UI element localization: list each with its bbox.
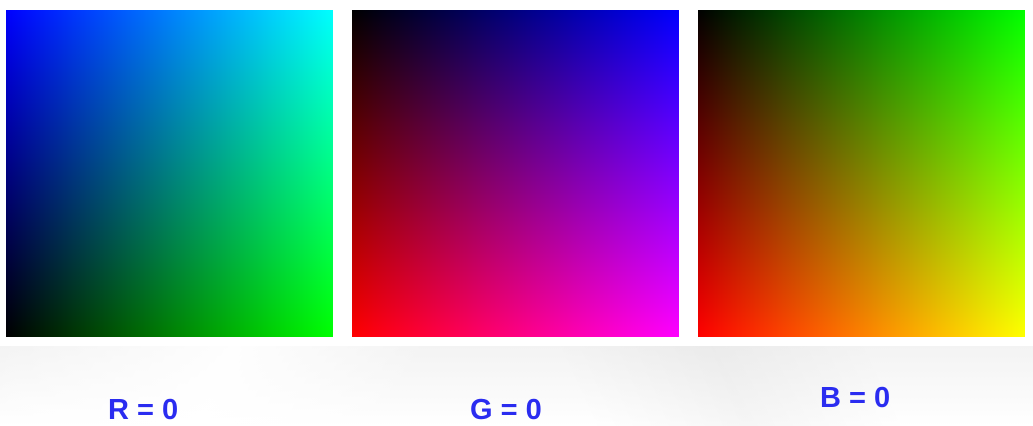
label-g-zero: G = 0	[470, 394, 542, 426]
label-b-zero: B = 0	[820, 382, 891, 414]
blue-gradient-layer	[352, 10, 679, 337]
color-square-r-zero	[6, 10, 333, 337]
color-square-g-zero	[352, 10, 679, 337]
color-square-b-zero	[698, 10, 1025, 337]
label-r-zero: R = 0	[108, 394, 179, 426]
blue-gradient-layer	[6, 10, 333, 337]
background-band	[0, 346, 1033, 426]
green-gradient-layer	[698, 10, 1025, 337]
